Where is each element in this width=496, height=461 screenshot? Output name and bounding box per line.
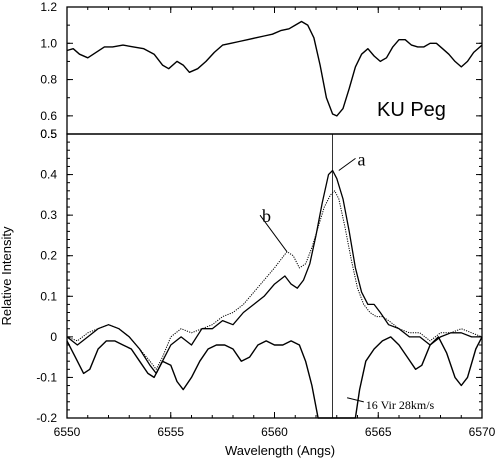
- ku-peg-spectrum-line: [66, 20, 483, 117]
- y-tick-label: 0: [50, 330, 57, 344]
- top-panel: 0.5 0.6 0.8 1.0 1.2 KU Peg: [40, 0, 483, 141]
- series-b-label: b: [262, 206, 271, 226]
- series-a-label: a: [358, 149, 366, 169]
- y-tick-label: 0.1: [40, 289, 57, 303]
- series-b-label-leader: [259, 214, 288, 252]
- top-panel-y-tick-labels: 0.5 0.6 0.8 1.0 1.2: [40, 0, 57, 141]
- y-tick-label: -0.1: [36, 370, 57, 384]
- star-name-label: KU Peg: [377, 99, 446, 121]
- x-tick-label: 6555: [157, 425, 184, 439]
- series-a-line: [66, 169, 482, 375]
- x-axis-title: Wavelength (Angs): [225, 443, 335, 458]
- bottom-panel-ticks: [66, 133, 483, 419]
- y-tick-label: 0.5: [40, 127, 57, 141]
- series-a-label-leader: [338, 157, 356, 171]
- y-tick-label: 1.2: [40, 0, 57, 14]
- series-b-line: [66, 190, 483, 370]
- y-tick-label: 0.5: [40, 127, 57, 141]
- y-tick-label: 0.8: [40, 73, 57, 87]
- bottom-panel-x-tick-labels: 6550 6555 6560 6565 6570: [54, 425, 496, 439]
- series-annotations: a b 16 Vir 28km/s: [259, 149, 435, 412]
- series-16-vir-label-leader: [347, 397, 364, 403]
- y-tick-label: 0.3: [40, 208, 57, 222]
- y-tick-label: 0.4: [40, 168, 57, 182]
- y-tick-label: 1.0: [40, 36, 57, 50]
- x-tick-label: 6550: [54, 425, 81, 439]
- y-tick-label: -0.2: [36, 411, 57, 425]
- x-tick-label: 6565: [365, 425, 392, 439]
- x-tick-label: 6570: [469, 425, 496, 439]
- y-tick-label: 0.6: [40, 109, 57, 123]
- y-tick-label: 0.2: [40, 249, 57, 263]
- series-16-vir-line: [66, 336, 483, 419]
- bottom-panel-y-tick-labels: -0.2 -0.1 0 0.1 0.2 0.3 0.4 0.5: [36, 127, 57, 425]
- x-tick-label: 6560: [261, 425, 288, 439]
- bottom-panel-frame: [66, 133, 483, 419]
- bottom-panel: -0.2 -0.1 0 0.1 0.2 0.3 0.4 0.5 6550 6555 6560 656…: [0, 127, 496, 458]
- y-axis-title: Relative Intensity: [0, 226, 14, 325]
- series-16-vir-label: 16 Vir 28km/s: [366, 398, 435, 412]
